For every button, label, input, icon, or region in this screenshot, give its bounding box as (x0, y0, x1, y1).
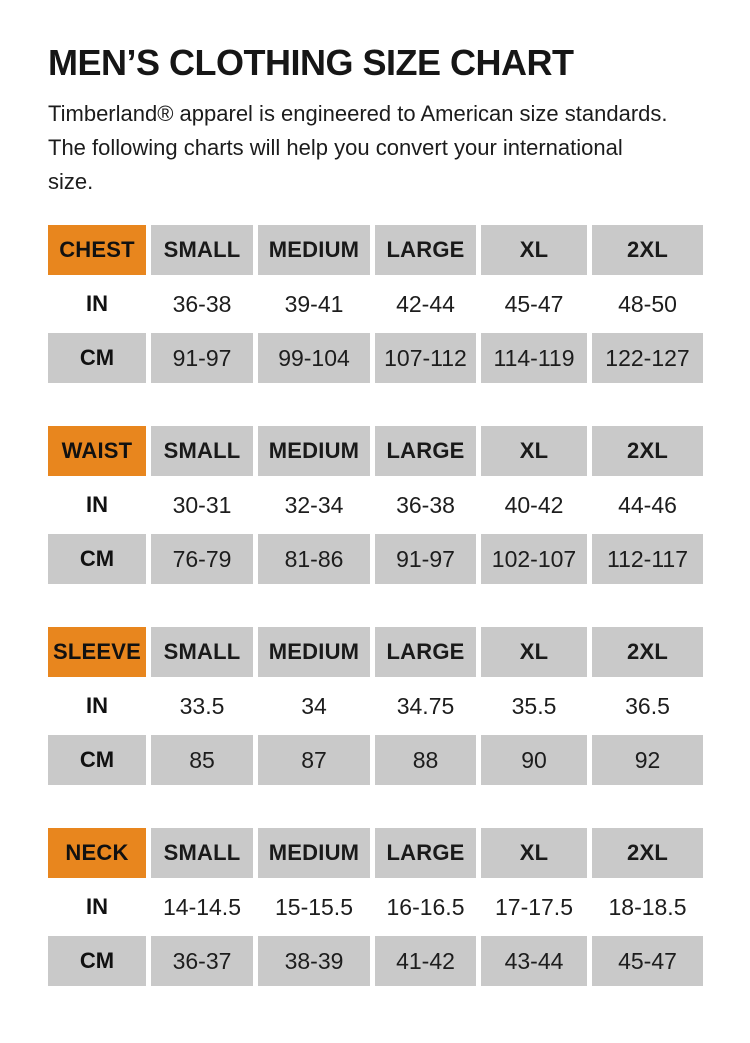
size-value: 34 (258, 681, 370, 731)
centimeters-row: CM 76-79 81-86 91-97 102-107 112-117 (48, 534, 703, 584)
measure-label-neck: NECK (48, 828, 146, 878)
centimeters-row: CM 91-97 99-104 107-112 114-119 122-127 (48, 333, 703, 383)
size-column-header-large: LARGE (375, 225, 476, 275)
size-value: 18-18.5 (592, 882, 703, 932)
size-value: 36.5 (592, 681, 703, 731)
size-column-header-small: SMALL (151, 225, 253, 275)
size-value: 42-44 (375, 279, 476, 329)
size-value: 35.5 (481, 681, 587, 731)
size-table-header-row: CHEST SMALL MEDIUM LARGE XL 2XL (48, 225, 703, 275)
size-column-header-2xl: 2XL (592, 225, 703, 275)
size-table-waist: WAIST SMALL MEDIUM LARGE XL 2XL IN 30-31… (43, 422, 708, 588)
size-table-neck: NECK SMALL MEDIUM LARGE XL 2XL IN 14-14.… (43, 824, 708, 990)
size-value: 102-107 (481, 534, 587, 584)
size-value: 91-97 (375, 534, 476, 584)
size-value: 38-39 (258, 936, 370, 986)
size-column-header-large: LARGE (375, 426, 476, 476)
size-column-header-small: SMALL (151, 828, 253, 878)
size-column-header-2xl: 2XL (592, 426, 703, 476)
size-value: 17-17.5 (481, 882, 587, 932)
unit-label-cm: CM (48, 534, 146, 584)
size-value: 81-86 (258, 534, 370, 584)
size-value: 107-112 (375, 333, 476, 383)
size-value: 99-104 (258, 333, 370, 383)
size-value: 43-44 (481, 936, 587, 986)
size-table-header-row: SLEEVE SMALL MEDIUM LARGE XL 2XL (48, 627, 703, 677)
size-value: 48-50 (592, 279, 703, 329)
centimeters-row: CM 85 87 88 90 92 (48, 735, 703, 785)
size-value: 85 (151, 735, 253, 785)
size-column-header-small: SMALL (151, 627, 253, 677)
size-value: 36-37 (151, 936, 253, 986)
size-table-sleeve: SLEEVE SMALL MEDIUM LARGE XL 2XL IN 33.5… (43, 623, 708, 789)
size-column-header-2xl: 2XL (592, 627, 703, 677)
size-table-chest: CHEST SMALL MEDIUM LARGE XL 2XL IN 36-38… (43, 221, 708, 387)
size-value: 36-38 (151, 279, 253, 329)
size-column-header-medium: MEDIUM (258, 426, 370, 476)
unit-label-in: IN (48, 882, 146, 932)
size-column-header-large: LARGE (375, 627, 476, 677)
size-value: 76-79 (151, 534, 253, 584)
size-column-header-medium: MEDIUM (258, 627, 370, 677)
size-column-header-2xl: 2XL (592, 828, 703, 878)
size-value: 32-34 (258, 480, 370, 530)
size-column-header-medium: MEDIUM (258, 828, 370, 878)
size-column-header-xl: XL (481, 225, 587, 275)
centimeters-row: CM 36-37 38-39 41-42 43-44 45-47 (48, 936, 703, 986)
size-value: 39-41 (258, 279, 370, 329)
size-column-header-large: LARGE (375, 828, 476, 878)
size-column-header-medium: MEDIUM (258, 225, 370, 275)
inches-row: IN 33.5 34 34.75 35.5 36.5 (48, 681, 703, 731)
inches-row: IN 14-14.5 15-15.5 16-16.5 17-17.5 18-18… (48, 882, 703, 932)
size-value: 90 (481, 735, 587, 785)
size-value: 33.5 (151, 681, 253, 731)
size-value: 122-127 (592, 333, 703, 383)
size-value: 15-15.5 (258, 882, 370, 932)
page-title: MEN’S CLOTHING SIZE CHART (48, 42, 574, 83)
measure-label-chest: CHEST (48, 225, 146, 275)
unit-label-in: IN (48, 480, 146, 530)
size-value: 14-14.5 (151, 882, 253, 932)
size-value: 44-46 (592, 480, 703, 530)
size-value: 41-42 (375, 936, 476, 986)
size-value: 88 (375, 735, 476, 785)
size-value: 45-47 (481, 279, 587, 329)
unit-label-cm: CM (48, 936, 146, 986)
size-value: 16-16.5 (375, 882, 476, 932)
size-value: 34.75 (375, 681, 476, 731)
size-column-header-xl: XL (481, 426, 587, 476)
size-table-header-row: WAIST SMALL MEDIUM LARGE XL 2XL (48, 426, 703, 476)
size-value: 92 (592, 735, 703, 785)
size-value: 114-119 (481, 333, 587, 383)
size-column-header-small: SMALL (151, 426, 253, 476)
measure-label-waist: WAIST (48, 426, 146, 476)
size-value: 91-97 (151, 333, 253, 383)
size-value: 36-38 (375, 480, 476, 530)
size-column-header-xl: XL (481, 627, 587, 677)
measure-label-sleeve: SLEEVE (48, 627, 146, 677)
size-value: 45-47 (592, 936, 703, 986)
unit-label-cm: CM (48, 735, 146, 785)
size-column-header-xl: XL (481, 828, 587, 878)
inches-row: IN 30-31 32-34 36-38 40-42 44-46 (48, 480, 703, 530)
unit-label-in: IN (48, 279, 146, 329)
size-value: 112-117 (592, 534, 703, 584)
unit-label-in: IN (48, 681, 146, 731)
size-value: 40-42 (481, 480, 587, 530)
inches-row: IN 36-38 39-41 42-44 45-47 48-50 (48, 279, 703, 329)
size-value: 30-31 (151, 480, 253, 530)
size-table-header-row: NECK SMALL MEDIUM LARGE XL 2XL (48, 828, 703, 878)
intro-text: Timberland® apparel is engineered to Ame… (48, 101, 668, 194)
size-value: 87 (258, 735, 370, 785)
unit-label-cm: CM (48, 333, 146, 383)
